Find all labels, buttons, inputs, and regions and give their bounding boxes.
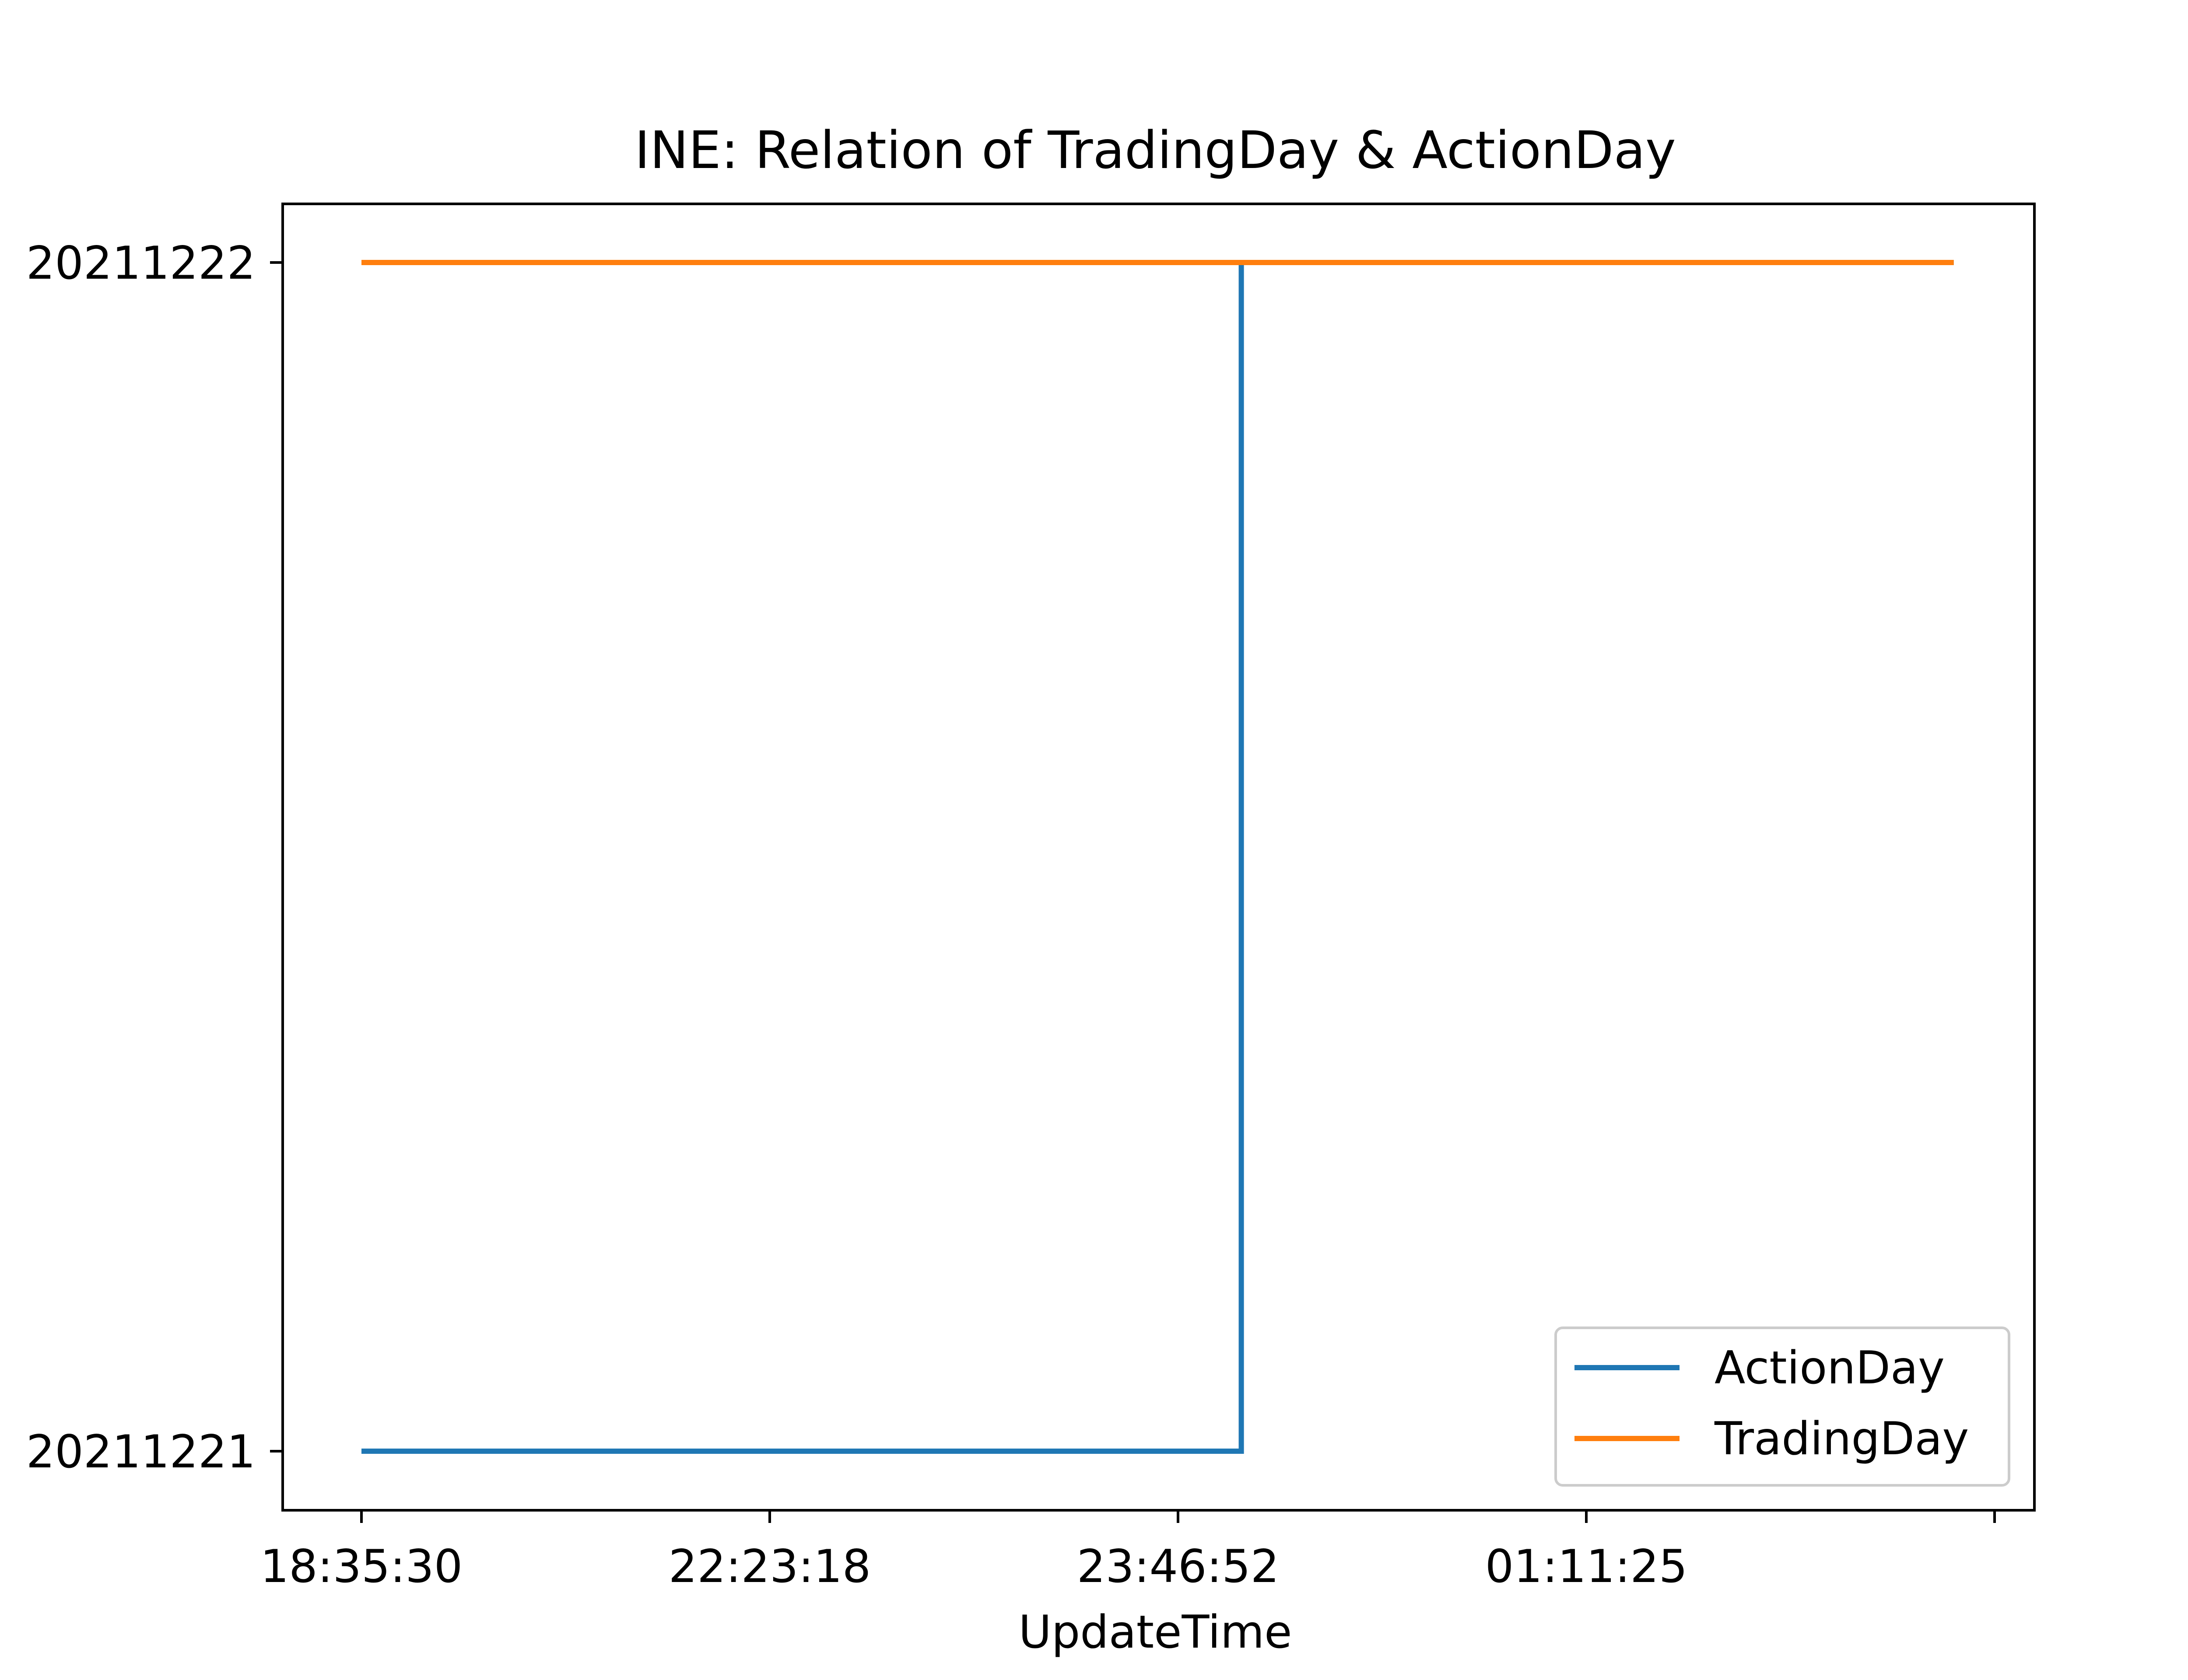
x-tick-label: 22:23:18 bbox=[669, 1540, 871, 1593]
legend-label-tradingday: TradingDay bbox=[1714, 1413, 1969, 1465]
y-tick-label: 20211222 bbox=[26, 237, 256, 290]
legend: ActionDay TradingDay bbox=[1554, 1326, 2010, 1487]
chart-title: INE: Relation of TradingDay & ActionDay bbox=[635, 120, 1676, 180]
plot-frame bbox=[281, 203, 2036, 1512]
legend-label-actionday: ActionDay bbox=[1715, 1342, 1945, 1394]
x-tick-label: 01:11:25 bbox=[1485, 1540, 1688, 1593]
plot-area bbox=[281, 203, 2036, 1512]
y-tick-label: 20211221 bbox=[26, 1426, 256, 1478]
x-axis-label: UpdateTime bbox=[1018, 1606, 1292, 1659]
y-axis: 20211221 20211222 bbox=[26, 237, 283, 1478]
x-tick-label: 18:35:30 bbox=[260, 1540, 463, 1593]
x-tick-label: 23:46:52 bbox=[1077, 1540, 1280, 1593]
x-axis: 18:35:30 22:23:18 23:46:52 01:11:25 bbox=[260, 1510, 1996, 1593]
series-layer bbox=[361, 260, 1954, 1454]
